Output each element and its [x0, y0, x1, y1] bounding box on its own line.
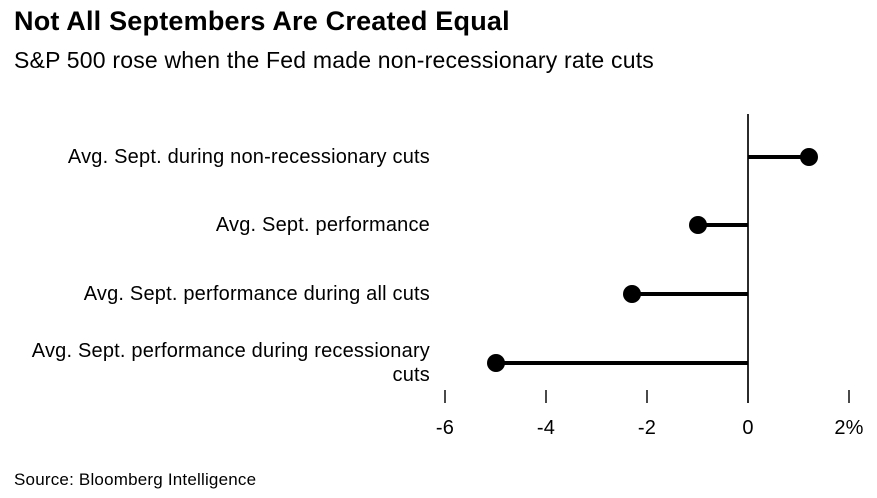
data-point-dot	[486, 354, 505, 372]
axis-tick	[444, 390, 446, 403]
chart-title: Not All Septembers Are Created Equal	[14, 6, 510, 36]
data-point-dot	[799, 148, 818, 166]
chart-subtitle: S&P 500 rose when the Fed made non-reces…	[14, 47, 654, 73]
zero-baseline-line	[747, 114, 749, 403]
axis-tick-label: -2	[637, 417, 657, 439]
lollipop-stem	[631, 292, 748, 296]
lollipop-stem	[495, 361, 748, 365]
axis-tick	[646, 390, 648, 403]
source-note: Source: Bloomberg Intelligence	[14, 470, 257, 489]
lollipop-stem	[697, 223, 748, 227]
axis-tick-label: -6	[435, 417, 455, 439]
category-label: Avg. Sept. during non-recessionary cuts	[67, 146, 430, 168]
axis-tick-label: 2%	[834, 417, 864, 439]
lollipop-stem	[748, 155, 809, 159]
axis-tick-label: 0	[742, 417, 754, 439]
category-label: Avg. Sept. performance	[215, 214, 430, 236]
category-label: Avg. Sept. performance during all cuts	[83, 283, 430, 305]
data-point-dot	[688, 216, 707, 234]
axis-tick-label: -4	[536, 417, 556, 439]
axis-tick	[848, 390, 850, 403]
data-point-dot	[622, 285, 641, 303]
category-label: Avg. Sept. performance during recessiona…	[31, 340, 430, 386]
axis-tick	[545, 390, 547, 403]
